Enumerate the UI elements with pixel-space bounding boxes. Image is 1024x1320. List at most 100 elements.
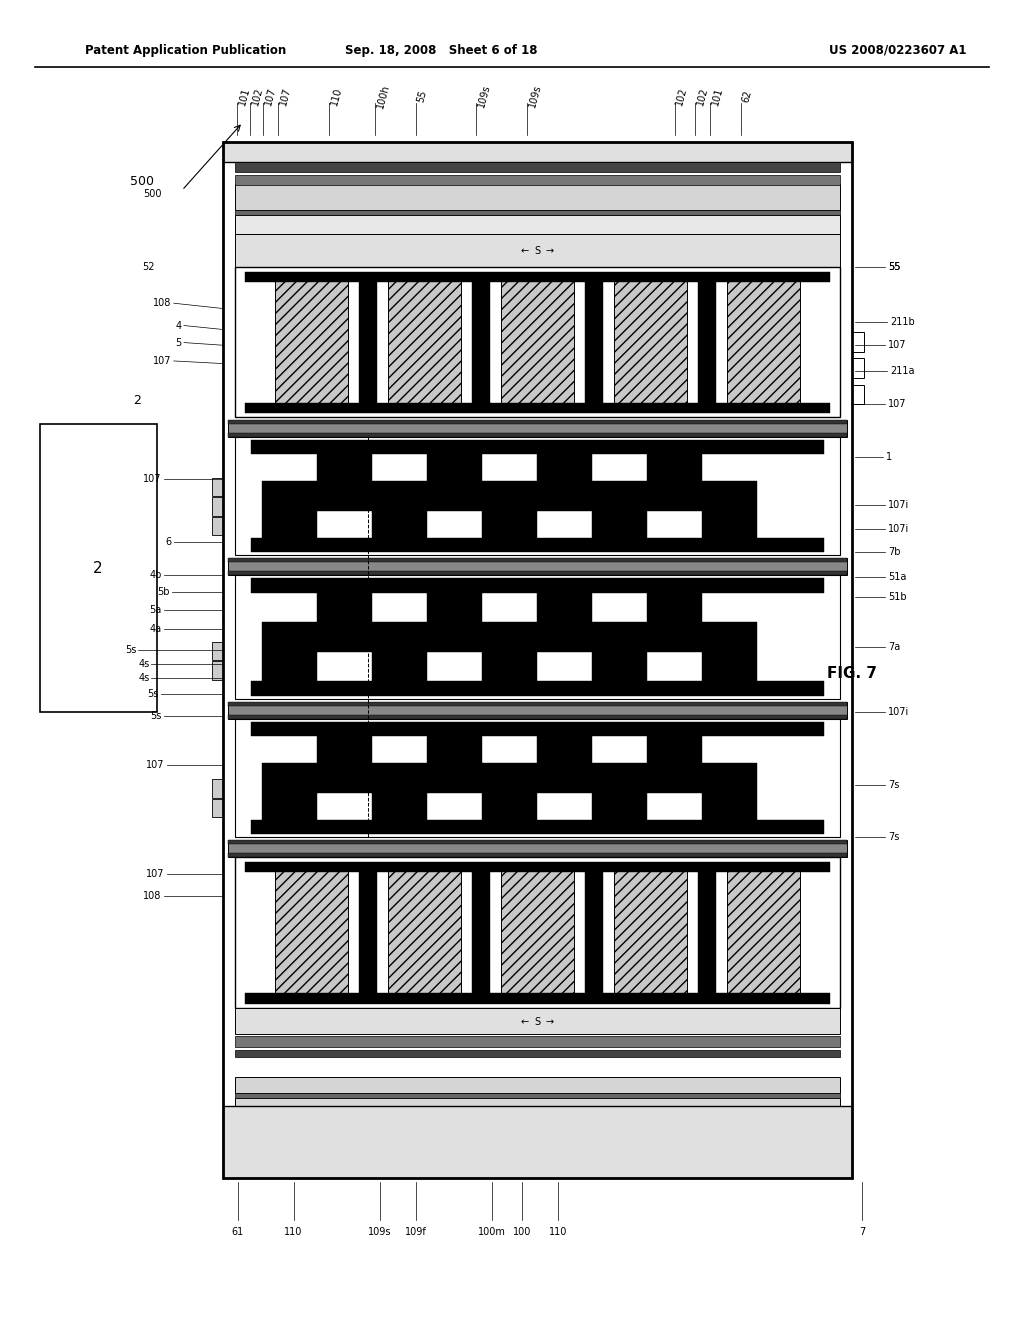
Text: 52: 52 (142, 261, 155, 272)
Text: 107i: 107i (888, 708, 909, 718)
Text: 110: 110 (329, 86, 344, 106)
Text: 109s: 109s (476, 83, 493, 108)
Bar (647, 737, 701, 793)
Bar (427, 593, 482, 652)
Bar (427, 737, 482, 793)
Bar (234, 1036, 840, 1047)
Text: 100h: 100h (375, 83, 391, 110)
Bar (234, 1098, 840, 1106)
Bar (388, 273, 461, 411)
Text: 4s: 4s (138, 659, 150, 669)
Bar (234, 719, 840, 837)
Text: 110: 110 (549, 1226, 567, 1237)
Text: 107: 107 (263, 86, 278, 106)
Text: 7: 7 (859, 1226, 865, 1237)
Bar (585, 863, 603, 1001)
Bar (245, 862, 829, 873)
Text: 55: 55 (416, 88, 428, 103)
Text: 4b: 4b (150, 570, 162, 579)
Bar (222, 141, 852, 161)
Text: US 2008/0223607 A1: US 2008/0223607 A1 (829, 44, 967, 57)
Bar (245, 272, 829, 282)
Text: 4s: 4s (138, 673, 150, 684)
Bar (852, 333, 864, 351)
Bar (222, 1106, 852, 1179)
Text: Sep. 18, 2008   Sheet 6 of 18: Sep. 18, 2008 Sheet 6 of 18 (345, 44, 538, 57)
Bar (585, 273, 603, 411)
Bar (482, 763, 537, 820)
Text: 5s: 5s (147, 689, 159, 700)
Bar (234, 857, 840, 1007)
Text: 7s: 7s (888, 832, 899, 842)
Bar (227, 420, 847, 437)
Text: 107: 107 (146, 760, 165, 770)
Bar (538, 737, 592, 793)
Text: 109f: 109f (404, 1226, 426, 1237)
Bar (358, 863, 377, 1001)
Bar (614, 273, 687, 411)
Bar (227, 557, 847, 574)
Text: 107i: 107i (888, 524, 909, 533)
Bar (234, 215, 840, 234)
Text: 211b: 211b (890, 317, 914, 326)
Text: 101: 101 (237, 86, 251, 106)
Bar (234, 234, 840, 267)
Bar (234, 183, 840, 210)
Bar (227, 702, 847, 706)
Text: 108: 108 (143, 891, 162, 902)
Bar (317, 454, 372, 511)
Bar (212, 799, 222, 817)
Text: $\leftarrow$ S $\rightarrow$: $\leftarrow$ S $\rightarrow$ (519, 244, 555, 256)
Text: 61: 61 (231, 1226, 244, 1237)
Bar (245, 993, 829, 1003)
Text: 5a: 5a (150, 605, 162, 615)
Bar (212, 661, 222, 680)
Bar (373, 763, 427, 820)
Text: 5s: 5s (151, 711, 162, 722)
Bar (251, 578, 823, 593)
Bar (212, 642, 222, 660)
Text: 102: 102 (250, 86, 264, 106)
Text: 100m: 100m (478, 1226, 506, 1237)
Bar (40, 424, 157, 713)
Text: 2: 2 (133, 393, 141, 407)
Bar (482, 482, 537, 539)
Text: $\leftarrow$ S $\rightarrow$: $\leftarrow$ S $\rightarrow$ (519, 1015, 555, 1027)
Text: 107: 107 (888, 399, 906, 409)
Bar (373, 622, 427, 681)
Bar (251, 820, 823, 834)
Bar (234, 1049, 840, 1057)
Bar (317, 737, 372, 793)
Bar (482, 622, 537, 681)
Bar (698, 863, 716, 1001)
Text: 5s: 5s (125, 644, 136, 655)
Bar (234, 437, 840, 556)
Bar (698, 273, 716, 411)
Bar (274, 273, 348, 411)
Bar (852, 384, 864, 404)
Bar (472, 863, 490, 1001)
Text: 51a: 51a (888, 573, 906, 582)
Text: FIG. 7: FIG. 7 (827, 665, 878, 681)
Bar (538, 593, 592, 652)
Bar (251, 722, 823, 737)
Bar (388, 863, 461, 1001)
Text: 110: 110 (285, 1226, 303, 1237)
Text: 4a: 4a (150, 623, 162, 634)
Text: 102: 102 (695, 86, 710, 106)
Text: 51b: 51b (888, 593, 906, 602)
Text: 7a: 7a (888, 642, 900, 652)
Text: 107: 107 (279, 86, 293, 106)
Bar (227, 840, 847, 843)
Bar (234, 267, 840, 417)
Bar (227, 570, 847, 574)
Text: 6: 6 (166, 537, 172, 546)
Bar (593, 763, 647, 820)
Text: 109s: 109s (369, 1226, 392, 1237)
Bar (614, 863, 687, 1001)
Bar (245, 403, 829, 413)
Bar (227, 715, 847, 719)
Bar (593, 482, 647, 539)
Bar (727, 273, 800, 411)
Bar (358, 273, 377, 411)
